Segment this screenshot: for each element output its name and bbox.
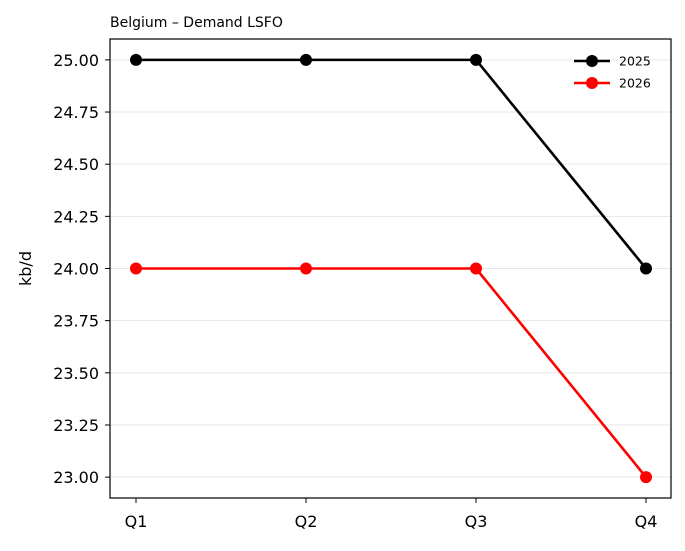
y-axis-label: kb/d — [16, 251, 35, 286]
series-2026 — [130, 262, 652, 484]
data-point-2026-Q4 — [640, 471, 652, 484]
y-tick-label-5: 24.25 — [53, 207, 99, 226]
legend-item-2026: 2026 — [574, 76, 651, 91]
y-axis: 23.00 23.25 23.50 23.75 24.00 24.25 24.50 24.75… — [53, 51, 110, 487]
legend-swatch-marker-2026 — [586, 77, 598, 89]
data-point-2026-Q3 — [470, 262, 482, 275]
data-point-2025-Q2 — [300, 53, 312, 66]
y-tick-label-2: 23.50 — [53, 364, 99, 383]
y-tick-label-4: 24.00 — [53, 260, 99, 279]
data-point-2025-Q3 — [470, 53, 482, 66]
y-tick-label-6: 24.50 — [53, 155, 99, 174]
y-tick-label-0: 23.00 — [53, 468, 99, 487]
y-tick-label-7: 24.75 — [53, 103, 99, 122]
chart-title: Belgium – Demand LSFO — [110, 15, 283, 31]
legend-item-2025: 2025 — [574, 54, 651, 69]
data-point-2025-Q1 — [130, 53, 142, 66]
legend-label-2025: 2025 — [619, 54, 651, 69]
legend-label-2026: 2026 — [619, 76, 651, 91]
y-tick-label-3: 23.75 — [53, 312, 99, 331]
x-tick-label-2: Q3 — [465, 512, 488, 531]
x-tick-label-0: Q1 — [125, 512, 148, 531]
series-line-2025 — [136, 58, 648, 270]
data-point-2025-Q4 — [640, 262, 652, 275]
y-tick-label-1: 23.25 — [53, 416, 99, 435]
y-tick-label-8: 25.00 — [53, 51, 99, 70]
series-2025 — [130, 53, 652, 275]
x-tick-label-3: Q4 — [635, 512, 658, 531]
legend: 2025 2026 — [574, 54, 651, 91]
x-tick-label-1: Q2 — [295, 512, 318, 531]
legend-swatch-marker-2025 — [586, 55, 598, 67]
data-point-2026-Q2 — [300, 262, 312, 275]
series-line-2026 — [136, 267, 648, 478]
x-axis: Q1 Q2 Q3 Q4 — [125, 498, 658, 531]
series-layer — [130, 53, 652, 484]
data-point-2026-Q1 — [130, 262, 142, 275]
